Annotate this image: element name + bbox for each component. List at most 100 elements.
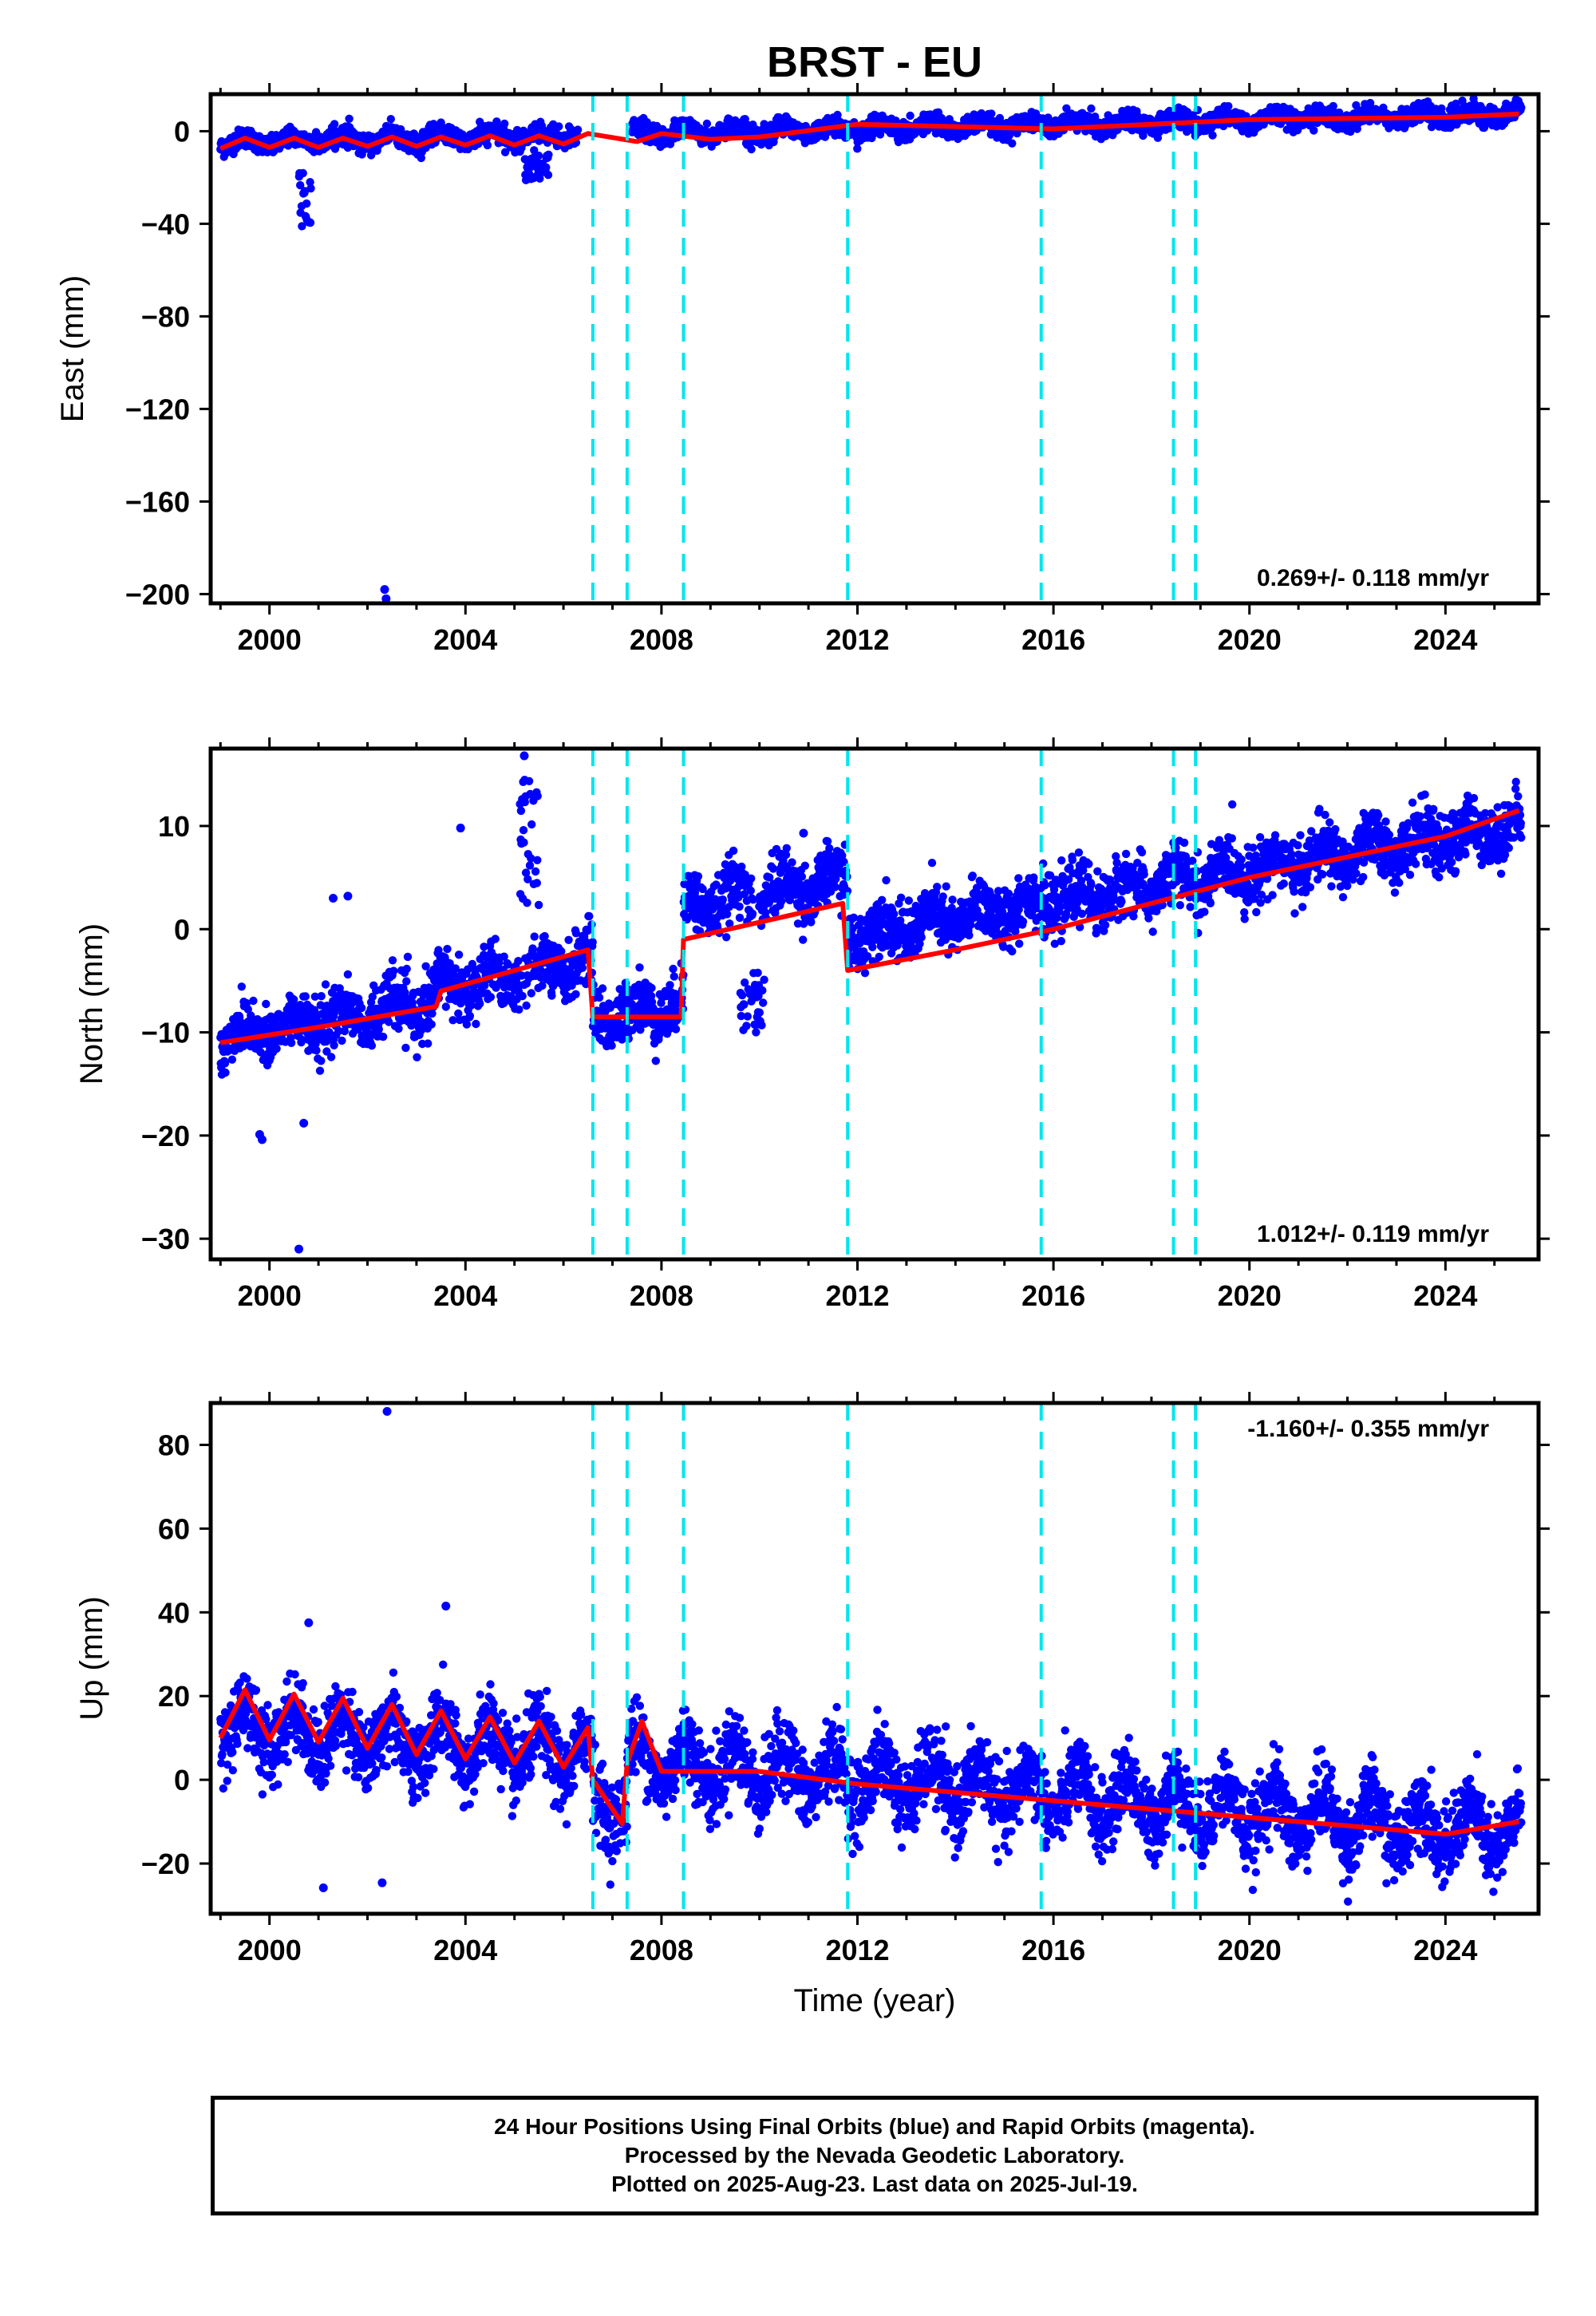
position-point — [427, 1020, 436, 1029]
position-point — [486, 993, 496, 1002]
x-tick-label: 2000 — [238, 623, 302, 656]
position-point — [290, 995, 298, 1004]
position-point — [906, 111, 915, 121]
position-point — [666, 981, 674, 990]
east-axis-label: East (mm) — [55, 275, 90, 422]
position-point — [434, 946, 443, 954]
position-point — [1352, 101, 1361, 110]
position-point — [326, 1053, 336, 1061]
position-point — [521, 868, 531, 877]
position-point — [345, 114, 354, 123]
position-point — [1224, 101, 1233, 111]
position-point — [424, 1039, 433, 1048]
position-point — [534, 151, 543, 160]
position-point — [1008, 139, 1017, 148]
y-tick-label: 0 — [174, 115, 190, 148]
position-point — [522, 1001, 531, 1010]
position-point — [388, 956, 397, 965]
position-point — [297, 1035, 306, 1044]
panels: 2000 2004 2008 2012 2016 2020 20240−40−80−120−… — [55, 83, 1550, 1966]
position-point — [403, 952, 413, 962]
y-tick-label: −80 — [141, 300, 190, 333]
outlier-point — [380, 585, 389, 595]
position-point — [519, 826, 528, 835]
position-point — [441, 1002, 450, 1011]
position-point — [221, 1068, 230, 1077]
x-tick-label: 2016 — [1021, 623, 1085, 656]
east-plot-area — [216, 94, 1526, 603]
position-point — [389, 966, 398, 975]
position-point — [514, 957, 523, 966]
position-point — [534, 900, 543, 910]
position-point — [491, 935, 500, 943]
position-point — [454, 951, 464, 959]
position-point — [530, 932, 539, 941]
position-point — [671, 1025, 681, 1034]
position-point — [413, 1053, 421, 1062]
position-point — [595, 993, 604, 1002]
position-point — [651, 1057, 660, 1065]
position-point — [343, 970, 353, 979]
position-point — [237, 982, 246, 991]
east-plot-frame — [208, 92, 1541, 606]
position-point — [542, 163, 551, 172]
position-point — [317, 1057, 326, 1065]
position-point — [515, 1005, 523, 1014]
position-point — [302, 199, 311, 208]
position-point — [394, 1024, 403, 1034]
position-point — [312, 1046, 321, 1055]
position-point — [538, 981, 547, 990]
position-point — [693, 871, 703, 881]
position-point — [535, 174, 544, 183]
position-point — [636, 1026, 645, 1034]
position-point — [306, 218, 315, 227]
position-point — [401, 988, 409, 997]
y-tick-label: −200 — [125, 578, 190, 611]
position-point — [306, 184, 315, 193]
position-point — [647, 983, 656, 993]
position-point — [325, 1028, 334, 1037]
position-point — [472, 1019, 480, 1029]
position-point — [540, 931, 549, 941]
position-point — [571, 929, 581, 938]
position-point — [249, 996, 258, 1006]
position-point — [530, 146, 539, 155]
position-point — [532, 879, 541, 887]
position-point — [421, 962, 430, 971]
position-point — [330, 120, 339, 128]
position-point — [465, 1011, 474, 1021]
position-point — [504, 960, 512, 969]
position-point — [462, 1020, 472, 1029]
position-point — [500, 148, 510, 156]
position-point — [564, 935, 573, 945]
position-point — [334, 1026, 343, 1036]
position-point — [573, 125, 583, 134]
position-point — [527, 820, 536, 829]
position-point — [437, 118, 445, 127]
position-point — [483, 140, 492, 150]
position-point — [500, 952, 508, 961]
position-point — [583, 927, 592, 935]
position-point — [296, 180, 305, 190]
position-point — [533, 856, 542, 865]
position-point — [374, 1025, 383, 1034]
position-point — [526, 789, 535, 799]
position-point — [524, 777, 534, 785]
position-point — [286, 1038, 296, 1048]
position-point — [448, 1016, 457, 1025]
position-point — [670, 972, 678, 981]
y-tick-label: −120 — [125, 393, 190, 425]
y-tick-label: −160 — [125, 485, 190, 518]
position-point — [480, 981, 489, 990]
position-point — [451, 964, 460, 973]
position-point — [588, 938, 597, 947]
position-point — [1310, 126, 1318, 135]
position-point — [467, 1001, 476, 1010]
position-point — [298, 168, 307, 178]
position-point — [367, 1041, 377, 1050]
position-point — [272, 1044, 281, 1053]
position-point — [519, 838, 528, 847]
position-point — [262, 999, 271, 1009]
x-tick-label: 2020 — [1218, 623, 1282, 656]
position-point — [518, 991, 527, 1001]
